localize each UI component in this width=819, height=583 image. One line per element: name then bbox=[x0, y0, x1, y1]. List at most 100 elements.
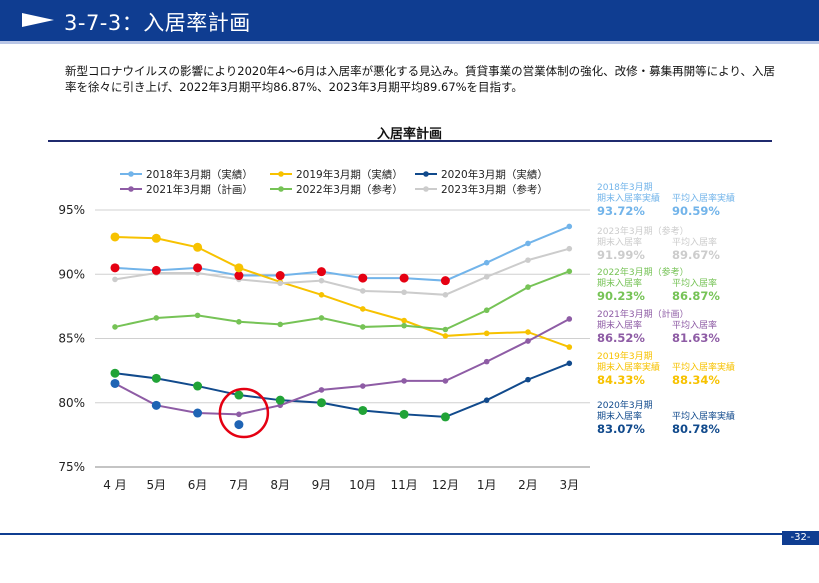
highlight-marker bbox=[399, 409, 409, 419]
side-panel-period: 2020年3月期 bbox=[597, 399, 653, 411]
side-panel-period: 2023年3月期（参考） bbox=[597, 225, 689, 237]
data-point bbox=[360, 288, 366, 294]
side-panel-value: 83.07% bbox=[597, 422, 645, 436]
data-point bbox=[483, 358, 490, 365]
side-panel-period: 2021年3月期（計画） bbox=[597, 308, 689, 320]
data-point bbox=[442, 292, 449, 298]
highlight-marker bbox=[193, 242, 203, 252]
x-tick-label: 2月 bbox=[518, 478, 538, 492]
data-point bbox=[401, 289, 407, 296]
x-tick-label: 11月 bbox=[390, 478, 417, 492]
x-tick-label: 9月 bbox=[312, 478, 332, 492]
side-panel-value: 89.67% bbox=[672, 248, 720, 262]
data-point bbox=[112, 276, 118, 283]
series-line bbox=[114, 362, 570, 418]
x-tick-label: 1月 bbox=[477, 478, 497, 492]
highlight-marker bbox=[151, 233, 161, 243]
data-point bbox=[401, 378, 407, 384]
highlight-marker bbox=[317, 398, 326, 408]
data-point bbox=[318, 387, 325, 393]
side-panel-label: 期末入居率 bbox=[597, 277, 642, 289]
data-point bbox=[566, 316, 573, 322]
data-point bbox=[112, 324, 118, 330]
footer-divider bbox=[0, 533, 782, 535]
series-line bbox=[114, 225, 570, 282]
side-panel-label: 期末入居率 bbox=[597, 236, 642, 248]
data-point bbox=[483, 307, 490, 314]
data-point bbox=[318, 277, 325, 284]
x-tick-label: 3月 bbox=[559, 478, 579, 492]
page-number: -32- bbox=[782, 531, 819, 545]
side-panel-label: 期末入居率実績 bbox=[597, 361, 660, 373]
x-tick-label: 5月 bbox=[146, 478, 166, 492]
data-point bbox=[525, 338, 531, 344]
series-line bbox=[114, 235, 570, 349]
data-point bbox=[483, 259, 490, 266]
data-point bbox=[566, 360, 573, 367]
y-tick-label: 95% bbox=[58, 203, 85, 217]
highlight-marker bbox=[234, 390, 244, 400]
highlight-marker bbox=[440, 412, 450, 422]
highlight-marker bbox=[358, 273, 368, 283]
data-point bbox=[277, 280, 284, 287]
y-tick-label: 90% bbox=[58, 267, 85, 281]
data-point bbox=[483, 274, 490, 280]
side-panel-label: 期末入居率 bbox=[597, 410, 642, 422]
data-point bbox=[525, 257, 531, 263]
annotation-circle bbox=[218, 387, 270, 439]
side-panel-label: 平均入居率 bbox=[672, 319, 717, 331]
side-panel-value: 84.33% bbox=[597, 373, 645, 387]
series-line bbox=[114, 247, 570, 296]
x-tick-label: 4 月 bbox=[103, 478, 126, 492]
side-panel-label: 平均入居率 bbox=[672, 277, 717, 289]
legend-label: 2023年3月期（参考） bbox=[441, 183, 548, 196]
side-panel-label: 平均入居率実績 bbox=[672, 410, 735, 422]
highlight-marker bbox=[440, 276, 450, 286]
highlight-marker bbox=[193, 408, 203, 418]
data-point bbox=[566, 268, 573, 275]
legend-swatch-dot bbox=[128, 186, 134, 192]
highlight-marker bbox=[151, 400, 161, 410]
legend-label: 2020年3月期（実績） bbox=[441, 168, 548, 181]
side-panel-value: 93.72% bbox=[597, 204, 645, 218]
highlight-marker bbox=[193, 263, 203, 273]
highlight-marker bbox=[234, 271, 244, 281]
highlight-marker bbox=[358, 405, 368, 415]
highlight-marker bbox=[151, 373, 161, 383]
data-point bbox=[566, 245, 573, 252]
series-line bbox=[114, 270, 570, 331]
highlight-marker bbox=[110, 232, 120, 242]
legend-swatch-dot bbox=[423, 171, 429, 177]
data-point bbox=[360, 324, 366, 330]
y-tick-label: 80% bbox=[58, 396, 85, 410]
x-tick-label: 7月 bbox=[229, 478, 249, 492]
data-point bbox=[483, 397, 490, 403]
side-panel-label: 平均入居率 bbox=[672, 236, 717, 248]
highlight-marker bbox=[275, 395, 285, 405]
data-point bbox=[525, 284, 531, 290]
highlight-marker bbox=[110, 378, 120, 388]
chart-title: 入居率計画 bbox=[376, 127, 442, 142]
series-line bbox=[114, 318, 570, 416]
highlight-marker bbox=[151, 265, 161, 275]
side-panel-value: 90.59% bbox=[672, 204, 720, 218]
side-panel-period: 2022年3月期（参考） bbox=[597, 266, 689, 278]
legend-label: 2022年3月期（参考） bbox=[296, 183, 403, 196]
data-point bbox=[236, 411, 242, 418]
data-point bbox=[360, 383, 366, 389]
highlight-marker bbox=[110, 263, 120, 273]
legend-swatch-dot bbox=[128, 171, 134, 177]
highlight-marker bbox=[275, 271, 285, 281]
data-point bbox=[566, 223, 573, 230]
legend-label: 2021年3月期（計画） bbox=[146, 183, 253, 196]
data-point bbox=[153, 315, 160, 321]
highlight-marker bbox=[317, 267, 326, 277]
data-point bbox=[442, 333, 449, 339]
legend-swatch-dot bbox=[278, 186, 284, 192]
data-point bbox=[525, 329, 531, 335]
data-point bbox=[442, 326, 449, 333]
header-arrow-icon bbox=[22, 13, 54, 27]
data-point bbox=[401, 317, 407, 324]
x-tick-label: 8月 bbox=[270, 478, 290, 492]
